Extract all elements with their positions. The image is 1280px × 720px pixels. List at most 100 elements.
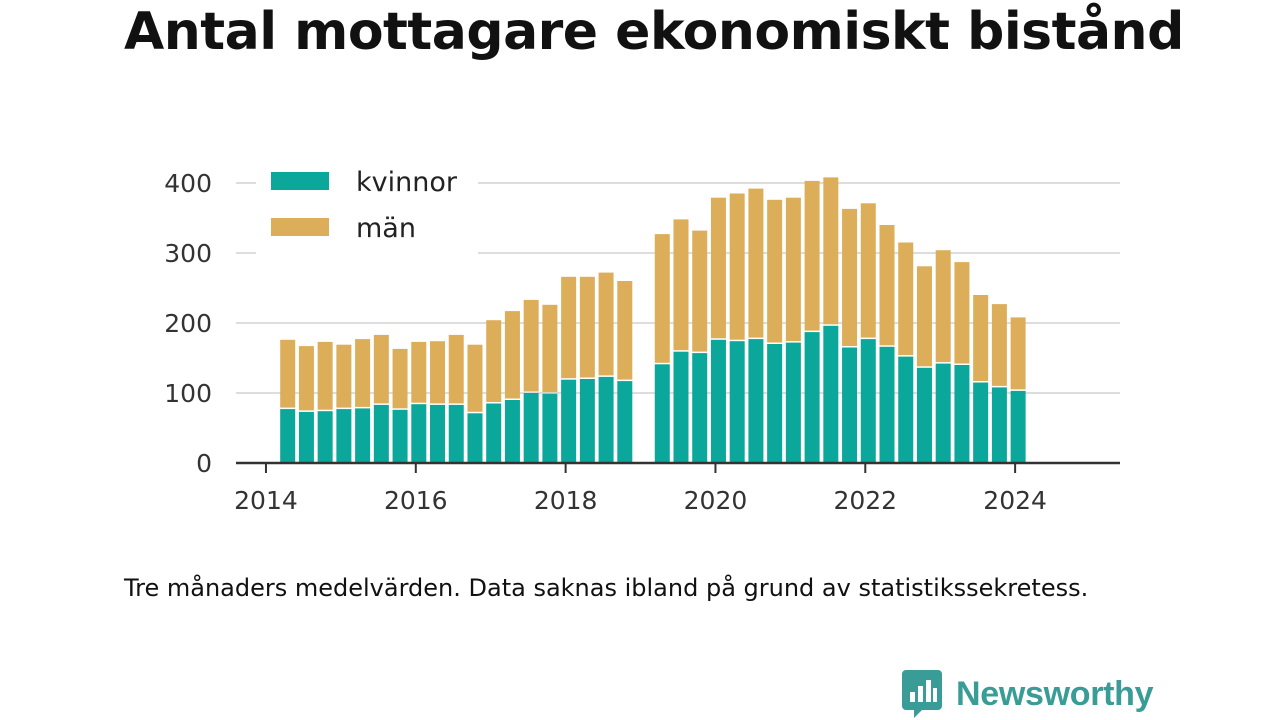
bar-kvinnor	[542, 393, 558, 463]
bar-man	[823, 177, 839, 325]
bar-kvinnor	[411, 404, 427, 463]
bar-kvinnor	[561, 379, 577, 463]
bar-kvinnor	[1010, 390, 1026, 463]
bar-man	[654, 234, 670, 363]
bar-man	[317, 341, 333, 410]
bar-kvinnor	[729, 341, 745, 463]
bar-man	[355, 339, 371, 407]
bar-man	[842, 208, 858, 346]
bar-man	[467, 344, 483, 412]
bar-man	[504, 311, 520, 399]
brand[interactable]: Newsworthy	[902, 670, 1154, 718]
bar-kvinnor	[842, 347, 858, 463]
x-tick-label: 2024	[983, 486, 1047, 515]
bar-man	[991, 304, 1007, 386]
bar-man	[935, 250, 951, 363]
bar-man	[898, 242, 914, 356]
bar-man	[916, 266, 932, 367]
legend-label-man: män	[356, 213, 416, 244]
bar-kvinnor	[804, 332, 820, 463]
bar-man	[1010, 317, 1026, 390]
bar-man	[523, 299, 539, 392]
bar-kvinnor	[692, 353, 708, 463]
bar-kvinnor	[898, 356, 914, 463]
bar-kvinnor	[373, 404, 389, 463]
bar-kvinnor	[710, 339, 726, 463]
bar-kvinnor	[860, 339, 876, 463]
x-tick-label: 2020	[684, 486, 748, 515]
x-tick-label: 2014	[234, 486, 298, 515]
bar-kvinnor	[523, 393, 539, 463]
bar-kvinnor	[579, 379, 595, 463]
bar-man	[598, 272, 614, 376]
y-tick-label: 100	[164, 379, 212, 408]
bar-man	[954, 262, 970, 364]
bar-kvinnor	[617, 381, 633, 463]
bar-kvinnor	[430, 404, 446, 463]
bar-man	[561, 276, 577, 379]
bar-man	[411, 341, 427, 403]
footnote: Tre månaders medelvärden. Data saknas ib…	[124, 574, 1089, 602]
bar-kvinnor	[298, 411, 314, 463]
bar-man	[373, 334, 389, 404]
y-tick-label: 400	[164, 169, 212, 198]
y-axis-ticks: 0 100 200 300 400	[164, 169, 212, 478]
bar-kvinnor	[785, 342, 801, 463]
y-tick-label: 200	[164, 309, 212, 338]
y-tick-label: 0	[196, 449, 212, 478]
bar-man	[298, 346, 314, 411]
bar-man	[579, 276, 595, 378]
legend-swatch-man	[271, 218, 329, 236]
bar-kvinnor	[767, 344, 783, 463]
bar-kvinnor	[448, 404, 464, 463]
x-tick-label: 2018	[534, 486, 598, 515]
bar-man	[785, 197, 801, 342]
bars	[280, 177, 1026, 463]
bar-kvinnor	[355, 408, 371, 463]
bar-man	[430, 341, 446, 404]
bar-man	[542, 304, 558, 393]
legend-label-kvinnor: kvinnor	[356, 167, 458, 198]
bar-kvinnor	[748, 339, 764, 463]
bar-man	[729, 193, 745, 340]
bar-kvinnor	[916, 367, 932, 463]
bar-man	[767, 199, 783, 343]
brand-name: Newsworthy	[956, 674, 1154, 713]
bar-kvinnor	[973, 382, 989, 463]
bar-man	[280, 339, 296, 408]
y-tick-label: 300	[164, 239, 212, 268]
bar-man	[748, 188, 764, 338]
legend: kvinnor män	[256, 160, 478, 254]
newsworthy-logo-icon	[902, 670, 942, 718]
bar-kvinnor	[504, 400, 520, 463]
chart-title: Antal mottagare ekonomiskt bistånd	[124, 2, 1184, 62]
bar-kvinnor	[823, 325, 839, 463]
bar-man	[879, 225, 895, 346]
bar-man	[617, 281, 633, 380]
bar-kvinnor	[673, 351, 689, 463]
bar-kvinnor	[654, 364, 670, 463]
bar-man	[860, 203, 876, 338]
bar-man	[804, 180, 820, 331]
bar-man	[673, 219, 689, 351]
stacked-bar-chart: 0 100 200 300 400 2014 2016 2018 2020 2022 2024 k…	[164, 160, 1120, 515]
x-tick-label: 2016	[384, 486, 448, 515]
bar-kvinnor	[991, 387, 1007, 463]
x-tick-label: 2022	[833, 486, 897, 515]
bar-man	[448, 334, 464, 404]
bar-kvinnor	[598, 376, 614, 463]
bar-man	[336, 344, 352, 408]
bar-kvinnor	[392, 409, 408, 463]
bar-kvinnor	[317, 411, 333, 463]
legend-swatch-kvinnor	[271, 172, 329, 190]
bar-kvinnor	[467, 413, 483, 463]
bar-man	[973, 295, 989, 381]
bar-man	[392, 348, 408, 409]
bar-man	[710, 197, 726, 339]
bar-kvinnor	[879, 346, 895, 463]
bar-man	[692, 230, 708, 352]
bar-kvinnor	[336, 409, 352, 463]
bar-kvinnor	[280, 409, 296, 463]
bar-kvinnor	[954, 365, 970, 463]
bar-man	[486, 320, 502, 402]
